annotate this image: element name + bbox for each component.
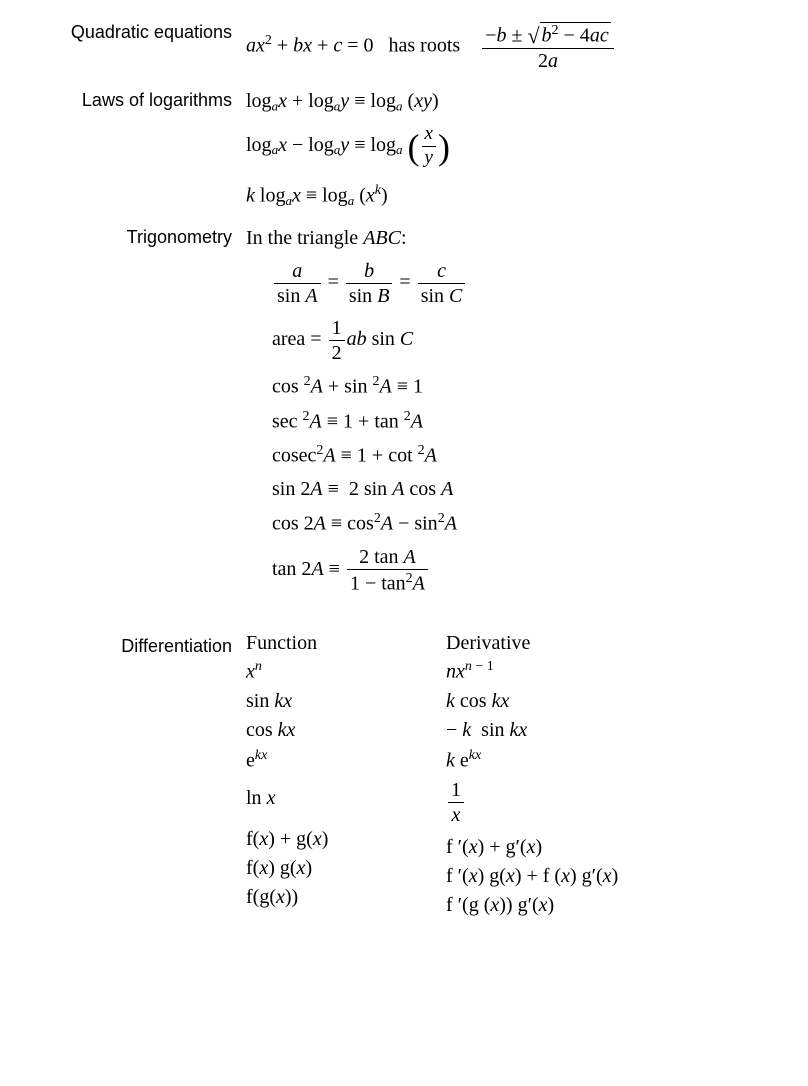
diff-f-6: f(x) + g(x) [246,828,446,851]
diff-f-8: f(g(x)) [246,886,446,909]
quadratic-formula: ax2 + bx + c = 0 has roots −b ± √b2 − 4a… [246,22,786,72]
triangle-area: area = 12ab sin C [272,317,786,364]
diff-f-7: f(x) g(x) [246,857,446,880]
differentiation-table: Function xn sin kx cos kx ekx ln x f(x) … [246,632,786,922]
trigonometry-content: In the triangle ABC: asin A = bsin B = c… [246,223,786,604]
differentiation-label: Differentiation [22,632,246,657]
has-roots-text: has roots [389,35,461,57]
log-rule-product: logax + logay ≡ loga (xy) [246,90,786,114]
trig-intro: In the triangle ABC: [246,227,786,250]
quadratic-content: ax2 + bx + c = 0 has roots −b ± √b2 − 4a… [246,18,786,82]
logarithms-content: logax + logay ≡ loga (xy) logax − logay … [246,86,786,219]
diff-f-4: ekx [246,748,446,773]
derivative-column: Derivative nxn − 1 k cos kx − k sin kx k… [446,632,618,922]
diff-d-2: k cos kx [446,690,618,713]
diff-f-5: ln x [246,787,446,810]
diff-d-4: k ekx [446,748,618,773]
trigonometry-label: Trigonometry [22,223,246,248]
sin2a-identity: sin 2A ≡ 2 sin A cos A [272,478,786,501]
differentiation-row: Differentiation Function xn sin kx cos k… [22,632,786,922]
diff-d-8: f ′(g (x)) g′(x) [446,894,618,917]
quadratic-label: Quadratic equations [22,18,246,43]
cosec-identity: cosec2A ≡ 1 + cot 2A [272,443,786,468]
trigonometry-row: Trigonometry In the triangle ABC: asin A… [22,223,786,604]
sine-rule: asin A = bsin B = csin C [272,260,786,307]
logarithms-label: Laws of logarithms [22,86,246,111]
logarithms-row: Laws of logarithms logax + logay ≡ loga … [22,86,786,219]
diff-f-3: cos kx [246,719,446,742]
derivative-header: Derivative [446,632,618,655]
diff-d-6: f ′(x) + g′(x) [446,836,618,859]
diff-f-2: sin kx [246,690,446,713]
diff-d-5: 1x [446,779,618,826]
diff-d-7: f ′(x) g(x) + f (x) g′(x) [446,865,618,888]
diff-d-3: − k sin kx [446,719,618,742]
quadratic-root-fraction: −b ± √b2 − 4ac 2a [482,22,614,72]
function-column: Function xn sin kx cos kx ekx ln x f(x) … [246,632,446,922]
log-rule-quotient: logax − logay ≡ loga ( x y ) [246,124,786,169]
diff-f-1: xn [246,659,446,684]
quadratic-row: Quadratic equations ax2 + bx + c = 0 has… [22,18,786,82]
pythagorean-identity: cos 2A + sin 2A ≡ 1 [272,374,786,399]
function-header: Function [246,632,446,655]
differentiation-content: Function xn sin kx cos kx ekx ln x f(x) … [246,632,786,922]
tan2a-identity: tan 2A ≡ 2 tan A 1 − tan2A [272,546,786,595]
cos2a-identity: cos 2A ≡ cos2A − sin2A [272,511,786,536]
log-rule-power: k logax ≡ loga (xk) [246,183,786,209]
sec-identity: sec 2A ≡ 1 + tan 2A [272,409,786,434]
diff-d-1: nxn − 1 [446,659,618,684]
